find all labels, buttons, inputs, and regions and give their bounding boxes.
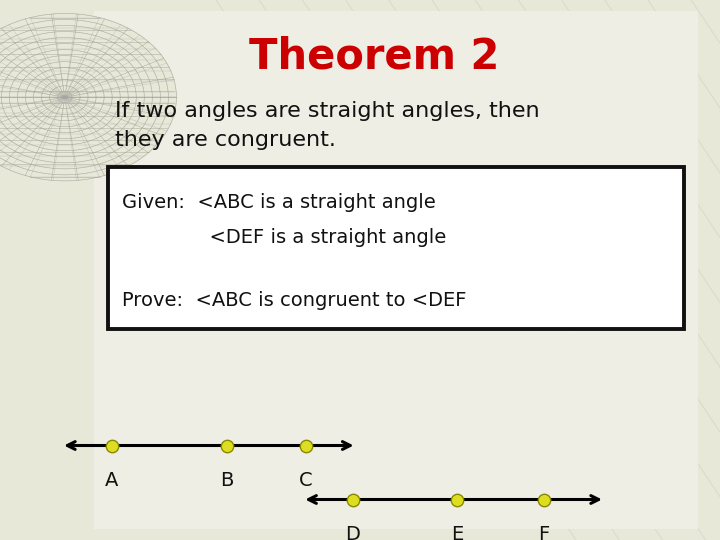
- Text: If two angles are straight angles, then: If two angles are straight angles, then: [115, 100, 540, 121]
- Point: [451, 495, 463, 504]
- Point: [347, 495, 359, 504]
- Point: [106, 441, 117, 450]
- Text: A: A: [105, 471, 118, 490]
- Text: <DEF is a straight angle: <DEF is a straight angle: [122, 228, 446, 247]
- Text: F: F: [538, 525, 549, 540]
- Text: Prove:  <ABC is congruent to <DEF: Prove: <ABC is congruent to <DEF: [122, 291, 467, 310]
- Text: Given:  <ABC is a straight angle: Given: <ABC is a straight angle: [122, 193, 436, 212]
- Text: D: D: [346, 525, 360, 540]
- Point: [300, 441, 312, 450]
- FancyBboxPatch shape: [94, 11, 698, 529]
- Point: [221, 441, 233, 450]
- Point: [538, 495, 549, 504]
- Circle shape: [0, 14, 176, 181]
- FancyBboxPatch shape: [108, 167, 684, 329]
- Text: they are congruent.: they are congruent.: [115, 130, 336, 151]
- Text: B: B: [220, 471, 233, 490]
- Text: Theorem 2: Theorem 2: [249, 36, 500, 78]
- Text: C: C: [300, 471, 312, 490]
- Text: E: E: [451, 525, 464, 540]
